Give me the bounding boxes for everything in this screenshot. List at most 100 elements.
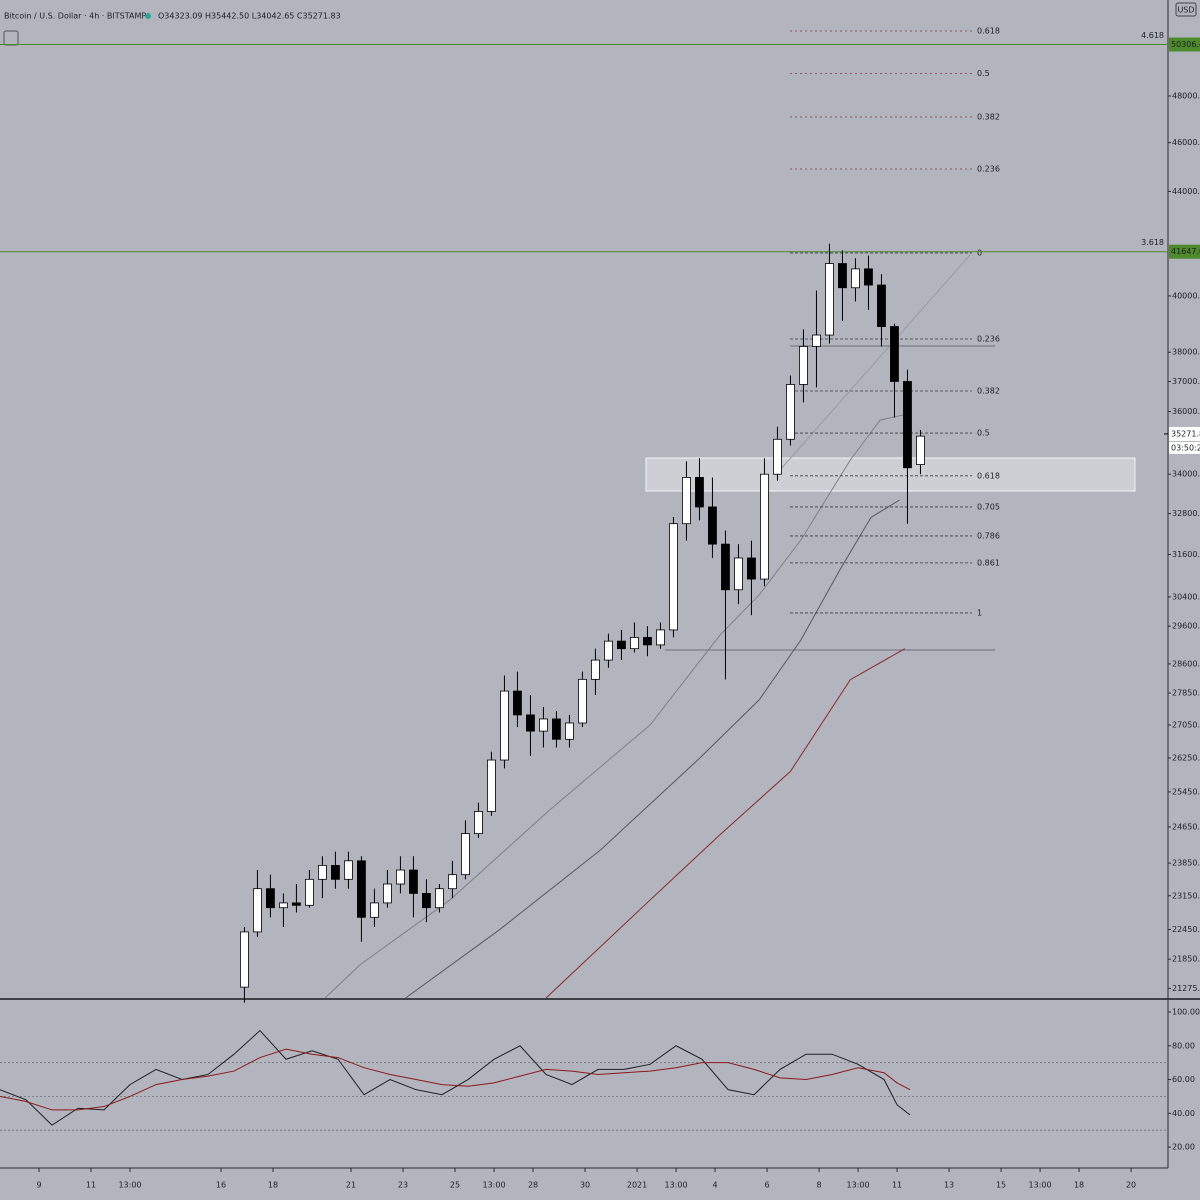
fib-label: 1 <box>977 608 982 617</box>
symbol-title: Bitcoin / U.S. Dollar · 4h · BITSTAMP <box>4 12 146 21</box>
candle-body <box>786 384 795 440</box>
x-tick-label: 13:00 <box>118 1181 141 1190</box>
x-tick-label: 15 <box>996 1181 1006 1190</box>
x-tick-label: 8 <box>817 1181 822 1190</box>
level-label: 3.618 <box>1141 238 1164 247</box>
y-tick-label: 48000.00 <box>1172 91 1200 100</box>
candle-body <box>812 334 821 347</box>
x-tick-label: 23 <box>398 1181 408 1190</box>
trend-line <box>779 254 971 471</box>
candle-body <box>851 268 860 289</box>
y-tick-label: 29600.00 <box>1172 622 1200 631</box>
fib-label: 0.382 <box>977 112 1000 121</box>
fib-label: 0.5 <box>977 69 990 78</box>
moving-average <box>324 414 905 999</box>
price-tag <box>1169 37 1200 52</box>
fib-label: 0.382 <box>977 386 1000 395</box>
y-tick-label: 25450.00 <box>1172 787 1200 796</box>
candle-body <box>825 263 834 336</box>
candle-body <box>890 326 899 382</box>
candle-body <box>474 811 483 835</box>
y-tick-label: 60.00 <box>1172 1075 1195 1084</box>
y-tick-label: 22450.00 <box>1172 925 1200 934</box>
candle-body <box>539 718 548 732</box>
candle-body <box>513 690 522 716</box>
candle-body <box>747 557 756 580</box>
y-tick-label: 34000.00 <box>1172 470 1200 479</box>
candle-body <box>695 477 704 508</box>
fib-label: 0.861 <box>977 558 1000 567</box>
y-tick-label: 30400.00 <box>1172 592 1200 601</box>
x-tick-label: 18 <box>268 1181 278 1190</box>
y-tick-label: 31600.00 <box>1172 550 1200 559</box>
candle-body <box>357 860 366 918</box>
x-tick-label: 9 <box>36 1181 41 1190</box>
y-tick-label: 20.00 <box>1172 1143 1195 1152</box>
fib-label: 0.236 <box>977 335 1000 344</box>
currency-box[interactable] <box>1175 2 1197 17</box>
last-price-tag <box>1169 426 1200 441</box>
x-tick-label: 11 <box>892 1181 902 1190</box>
candle-body <box>643 636 652 646</box>
x-tick-label: 11 <box>86 1181 96 1190</box>
candle-body <box>591 659 600 680</box>
moving-average <box>405 499 900 999</box>
x-tick-label: 28 <box>528 1181 538 1190</box>
candle-body <box>617 640 626 650</box>
y-tick-label: 32800.00 <box>1172 509 1200 518</box>
candle-body <box>500 690 509 761</box>
candle-body <box>799 346 808 385</box>
currency: USD <box>1177 6 1194 15</box>
y-tick-label: 38000.00 <box>1172 348 1200 357</box>
y-tick-label: 21850.00 <box>1172 955 1200 964</box>
x-tick-label: 2021 <box>627 1181 647 1190</box>
fib-label: 0.236 <box>977 164 1000 173</box>
x-tick-label: 21 <box>346 1181 356 1190</box>
candle-body <box>383 883 392 904</box>
candle-body <box>318 865 327 880</box>
candle-body <box>552 718 561 740</box>
y-tick-label: 24650.00 <box>1172 822 1200 831</box>
candle-body <box>409 869 418 894</box>
x-tick-label: 18 <box>1074 1181 1084 1190</box>
y-tick-label: 26250.00 <box>1172 753 1200 762</box>
candle-body <box>422 893 431 909</box>
ohlc-values: O34323.09 H35442.50 L34042.65 C35271.83 <box>158 12 341 21</box>
candle-body <box>435 888 444 909</box>
candle-body <box>565 722 574 740</box>
x-tick-label: 13:00 <box>1029 1181 1052 1190</box>
candle-body <box>760 473 769 580</box>
fib-label: 0.618 <box>977 471 1000 480</box>
candle-body <box>903 381 912 469</box>
countdown-tag <box>1169 441 1200 454</box>
candle-body <box>578 678 587 724</box>
candle-body <box>487 759 496 812</box>
status-dot <box>145 13 151 19</box>
candle-body <box>682 477 691 525</box>
fib-label: 0.5 <box>977 429 990 438</box>
y-tick-label: 44000.00 <box>1172 187 1200 196</box>
y-tick-label: 40000.00 <box>1172 291 1200 300</box>
y-tick-label: 100.00 <box>1172 1007 1200 1016</box>
candle-body <box>292 902 301 906</box>
candle-body <box>253 888 262 933</box>
rsi-line <box>0 1029 911 1126</box>
fib-label: 0.705 <box>977 502 1000 511</box>
fib-label: 0.786 <box>977 531 1000 540</box>
candle-body <box>526 714 535 732</box>
zone-box <box>645 457 1136 492</box>
y-tick-label: 28600.00 <box>1172 659 1200 668</box>
candle-body <box>266 888 275 909</box>
x-tick-label: 16 <box>216 1181 226 1190</box>
candle-body <box>708 506 717 545</box>
y-tick-label: 21275.00 <box>1172 984 1200 993</box>
candle-body <box>448 874 457 890</box>
price-tag-label: 50306.49 <box>1171 40 1200 49</box>
y-tick-label: 37000.00 <box>1172 377 1200 386</box>
rsi-line <box>0 1048 911 1111</box>
moving-average <box>545 648 906 999</box>
candle-body <box>669 523 678 631</box>
y-tick-label: 80.00 <box>1172 1041 1195 1050</box>
